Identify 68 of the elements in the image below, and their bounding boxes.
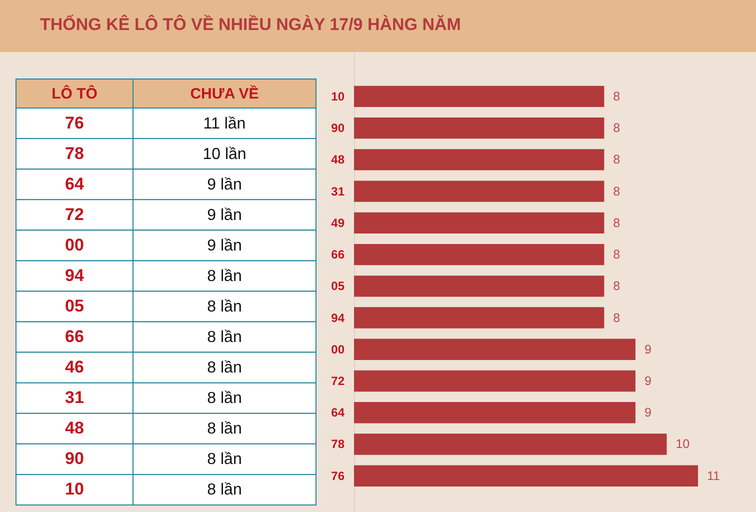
data-label: 10	[676, 437, 690, 452]
bar	[354, 276, 604, 297]
data-label: 9	[644, 342, 652, 356]
y-tick-label: 78	[331, 437, 345, 452]
text: 8 lần	[207, 420, 242, 438]
data-label: 8	[613, 279, 620, 294]
y-tick-label: 00	[331, 342, 345, 356]
category-label: 05	[65, 296, 84, 316]
text: 8 lần	[207, 482, 242, 499]
text: 8 lần	[207, 268, 242, 285]
bar	[354, 244, 604, 266]
bar	[354, 117, 604, 139]
bar	[354, 149, 604, 170]
y-tick-label: 31	[331, 184, 345, 198]
bar	[354, 402, 636, 424]
bar	[354, 338, 636, 360]
y-tick-label: 72	[331, 374, 345, 388]
y-tick-label: 05	[331, 279, 345, 294]
y-tick-label: 94	[331, 310, 345, 325]
text: 8 lần	[207, 360, 242, 377]
category-label: 31	[65, 388, 84, 408]
category-label: 10	[65, 480, 84, 499]
text: 8 lần	[207, 390, 242, 408]
data-label: 8	[613, 248, 620, 262]
data-label: 11	[707, 468, 720, 483]
category-label: 00	[65, 235, 84, 254]
data-label: 8	[613, 152, 620, 167]
category-label: 48	[65, 418, 84, 438]
bar	[354, 370, 636, 392]
category-label: 46	[65, 358, 84, 377]
y-tick-label: 76	[331, 468, 345, 483]
category-label: 64	[65, 174, 84, 194]
text: 10 lần	[202, 146, 246, 163]
text: 8 lần	[207, 298, 242, 316]
bar	[354, 434, 667, 455]
bar	[354, 465, 698, 486]
data-label: 9	[644, 406, 652, 420]
data-label: 8	[613, 184, 620, 198]
text: CHƯA VỀ	[190, 84, 259, 102]
category-label: 90	[65, 449, 84, 468]
category-label: 76	[65, 113, 84, 132]
data-label: 8	[613, 216, 620, 230]
text: 9 lần	[207, 237, 242, 254]
category-label: 66	[65, 327, 84, 346]
y-tick-label: 49	[331, 216, 345, 230]
bar	[354, 180, 604, 202]
y-tick-label: 66	[331, 248, 345, 262]
data-label: 8	[613, 121, 620, 136]
text: 8 lần	[207, 329, 242, 346]
text: 9 lần	[207, 206, 242, 224]
bar	[354, 307, 604, 328]
category-label: 94	[65, 266, 84, 285]
y-tick-label: 48	[331, 152, 345, 167]
category-label: 72	[65, 204, 84, 224]
data-label: 8	[613, 310, 620, 325]
text: THỐNG KÊ LÔ TÔ VỀ NHIỀU NGÀY 17/9 HÀNG NĂM	[40, 14, 461, 34]
bar	[354, 212, 604, 234]
data-label: 9	[644, 374, 652, 388]
y-tick-label: 90	[331, 121, 345, 136]
text: 9 lần	[207, 176, 242, 194]
category-label: 78	[65, 144, 84, 163]
y-tick-label: 64	[331, 406, 345, 420]
text: 11 lần	[203, 115, 246, 132]
bar	[354, 86, 604, 108]
text: LÔ TÔ	[52, 84, 98, 102]
data-label: 8	[613, 89, 620, 104]
y-tick-label: 10	[331, 89, 345, 104]
text: 8 lần	[207, 451, 242, 468]
